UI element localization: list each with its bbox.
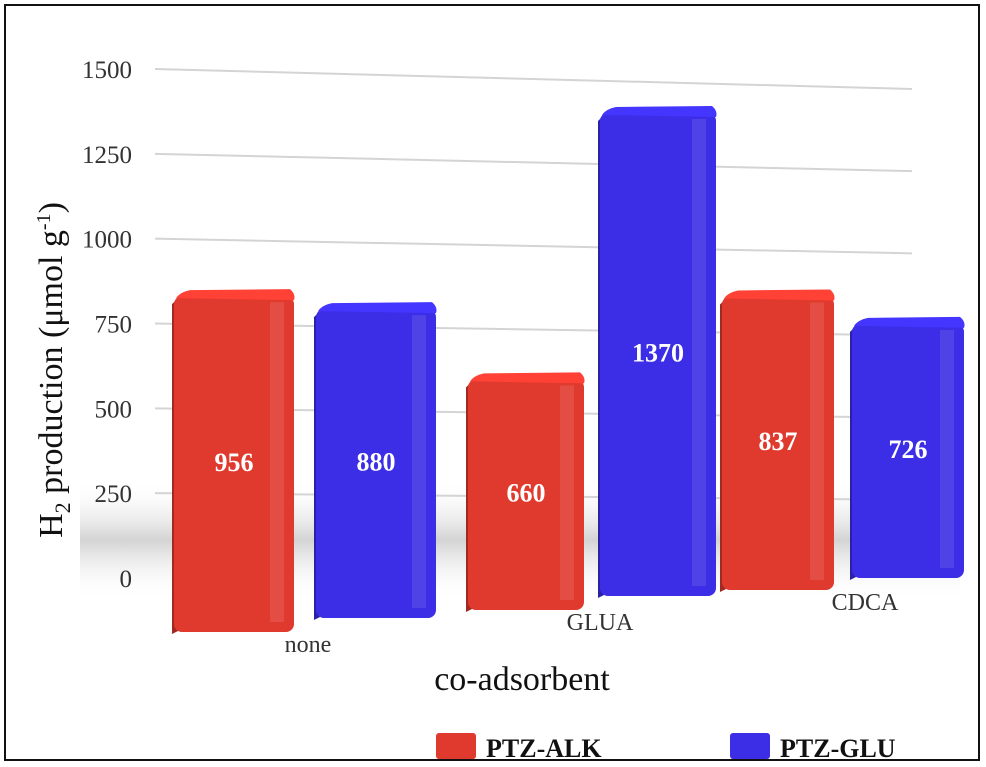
- data-label: 880: [357, 448, 396, 477]
- bar-ptz-glu-none: [314, 302, 437, 620]
- bar-top-face: [854, 316, 965, 328]
- x-category-label: CDCA: [832, 590, 899, 616]
- legend-label-ptz-alk: PTZ-ALK: [486, 734, 602, 763]
- x-axis-title: co-adsorbent: [434, 661, 610, 698]
- gridline: [154, 152, 913, 173]
- bar-front-face: [722, 296, 834, 590]
- bar-highlight: [270, 302, 284, 622]
- bar-highlight: [560, 385, 574, 600]
- data-label: 660: [507, 479, 546, 508]
- y-tick-label: 250: [95, 481, 133, 508]
- x-axis-categories: none GLUA CDCA: [285, 590, 899, 658]
- legend-swatch-ptz-glu: [730, 733, 770, 759]
- bar-ptz-alk-cdca: [720, 289, 835, 592]
- bar-top-face: [724, 289, 835, 301]
- bar-front-face: [468, 379, 584, 610]
- gridline: [154, 68, 913, 90]
- bar-highlight: [940, 329, 954, 568]
- bar-front-face: [316, 309, 436, 618]
- legend-swatch-ptz-alk: [436, 733, 476, 759]
- bar-top-face: [602, 105, 717, 117]
- bar-front-face: [174, 296, 294, 632]
- data-label: 726: [889, 435, 928, 464]
- bar-front-face: [600, 112, 716, 596]
- data-label: 837: [759, 427, 798, 456]
- bar-ptz-glu-glua: [598, 105, 717, 598]
- bar-highlight: [412, 315, 426, 608]
- bar-top-face: [470, 372, 585, 384]
- figure-frame: [4, 4, 980, 761]
- gridline: [154, 237, 913, 255]
- bar-ptz-glu-cdca: [850, 316, 965, 580]
- x-category-label: GLUA: [567, 610, 634, 636]
- y-tick-label: 1500: [82, 57, 132, 84]
- y-tick-label: 1250: [82, 142, 132, 169]
- bar-top-face: [318, 302, 437, 314]
- x-category-label: none: [285, 632, 332, 658]
- bar-top-face: [176, 289, 295, 301]
- bar-ptz-alk-glua: [466, 372, 585, 612]
- data-label: 1370: [632, 338, 684, 367]
- legend-label-ptz-glu: PTZ-GLU: [780, 734, 896, 763]
- y-tick-label: 500: [95, 396, 133, 423]
- bars: 956 880 660 1370 837 726: [172, 105, 965, 634]
- legend: PTZ-ALK PTZ-GLU: [436, 733, 896, 763]
- bar-highlight: [692, 118, 706, 586]
- bar-ptz-alk-none: [172, 289, 295, 634]
- y-tick-label: 1000: [82, 227, 132, 254]
- bar-front-face: [852, 323, 964, 578]
- bar-highlight: [810, 302, 824, 580]
- y-tick-label: 750: [95, 312, 133, 339]
- y-axis-ticks: 0 250 500 750 1000 1250 1500: [82, 57, 132, 593]
- data-label: 956: [215, 448, 254, 477]
- y-axis-title: H2 production (μmol g-1): [33, 202, 75, 538]
- y-tick-label: 0: [120, 566, 133, 593]
